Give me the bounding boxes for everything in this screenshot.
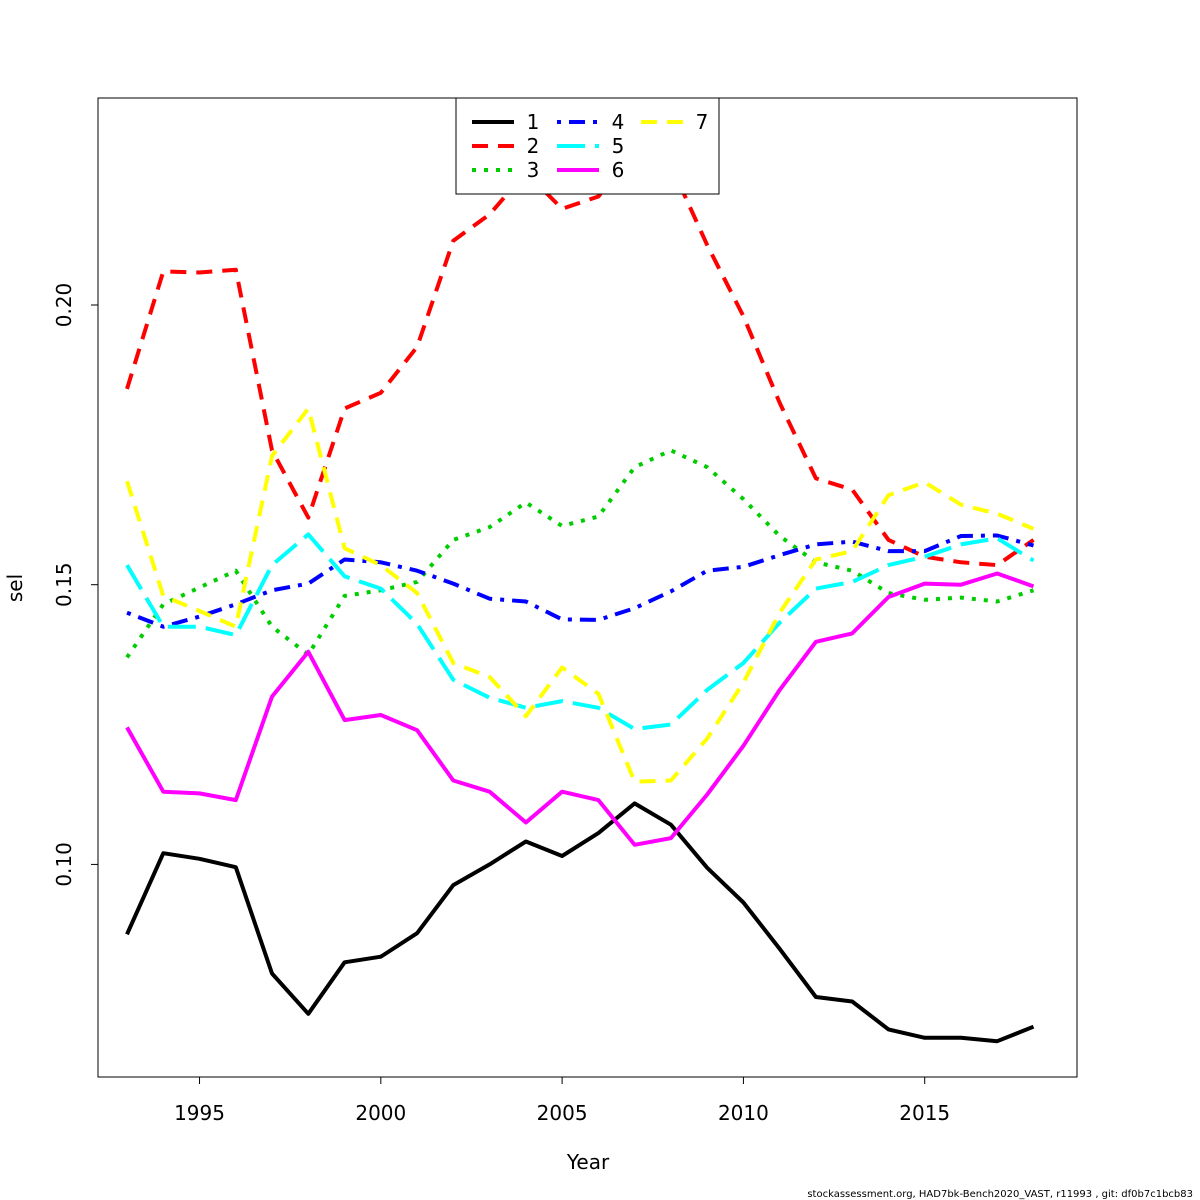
x-tick-label: 2000 — [355, 1101, 406, 1125]
series-layer — [125, 146, 1035, 1044]
series-1-line — [125, 801, 1035, 1044]
legend-label-2: 2 — [527, 134, 540, 158]
series-5-line — [125, 532, 1035, 731]
legend-box — [455, 97, 720, 195]
legend-label-7: 7 — [696, 110, 709, 134]
series-6-line — [125, 571, 1035, 847]
footer-text: stockassessment.org, HAD7bk-Bench2020_VA… — [807, 1189, 1193, 1200]
series-7-line — [125, 406, 1035, 784]
series-3-line — [125, 448, 1035, 659]
x-tick-label: 2015 — [899, 1101, 950, 1125]
y-tick-label: 0.20 — [52, 283, 76, 328]
x-tick-label: 2010 — [718, 1101, 769, 1125]
y-axis-title: sel — [3, 574, 27, 602]
legend-label-1: 1 — [527, 110, 540, 134]
y-tick-label: 0.15 — [52, 562, 76, 607]
y-axis: 0.10 0.15 0.20 — [52, 283, 99, 887]
series-2-line — [125, 146, 1035, 568]
legend-label-5: 5 — [612, 134, 625, 158]
x-tick-label: 2005 — [537, 1101, 588, 1125]
legend-label-6: 6 — [612, 158, 625, 182]
legend-label-4: 4 — [612, 110, 625, 134]
x-axis-title: Year — [566, 1150, 610, 1174]
x-tick-label: 1995 — [174, 1101, 225, 1125]
series-4-line — [126, 533, 1035, 629]
y-tick-label: 0.10 — [52, 842, 76, 887]
legend-label-3: 3 — [527, 158, 540, 182]
x-axis: 1995 2000 2005 2010 2015 — [174, 1076, 950, 1125]
legend: 123 456 7 — [455, 97, 720, 195]
